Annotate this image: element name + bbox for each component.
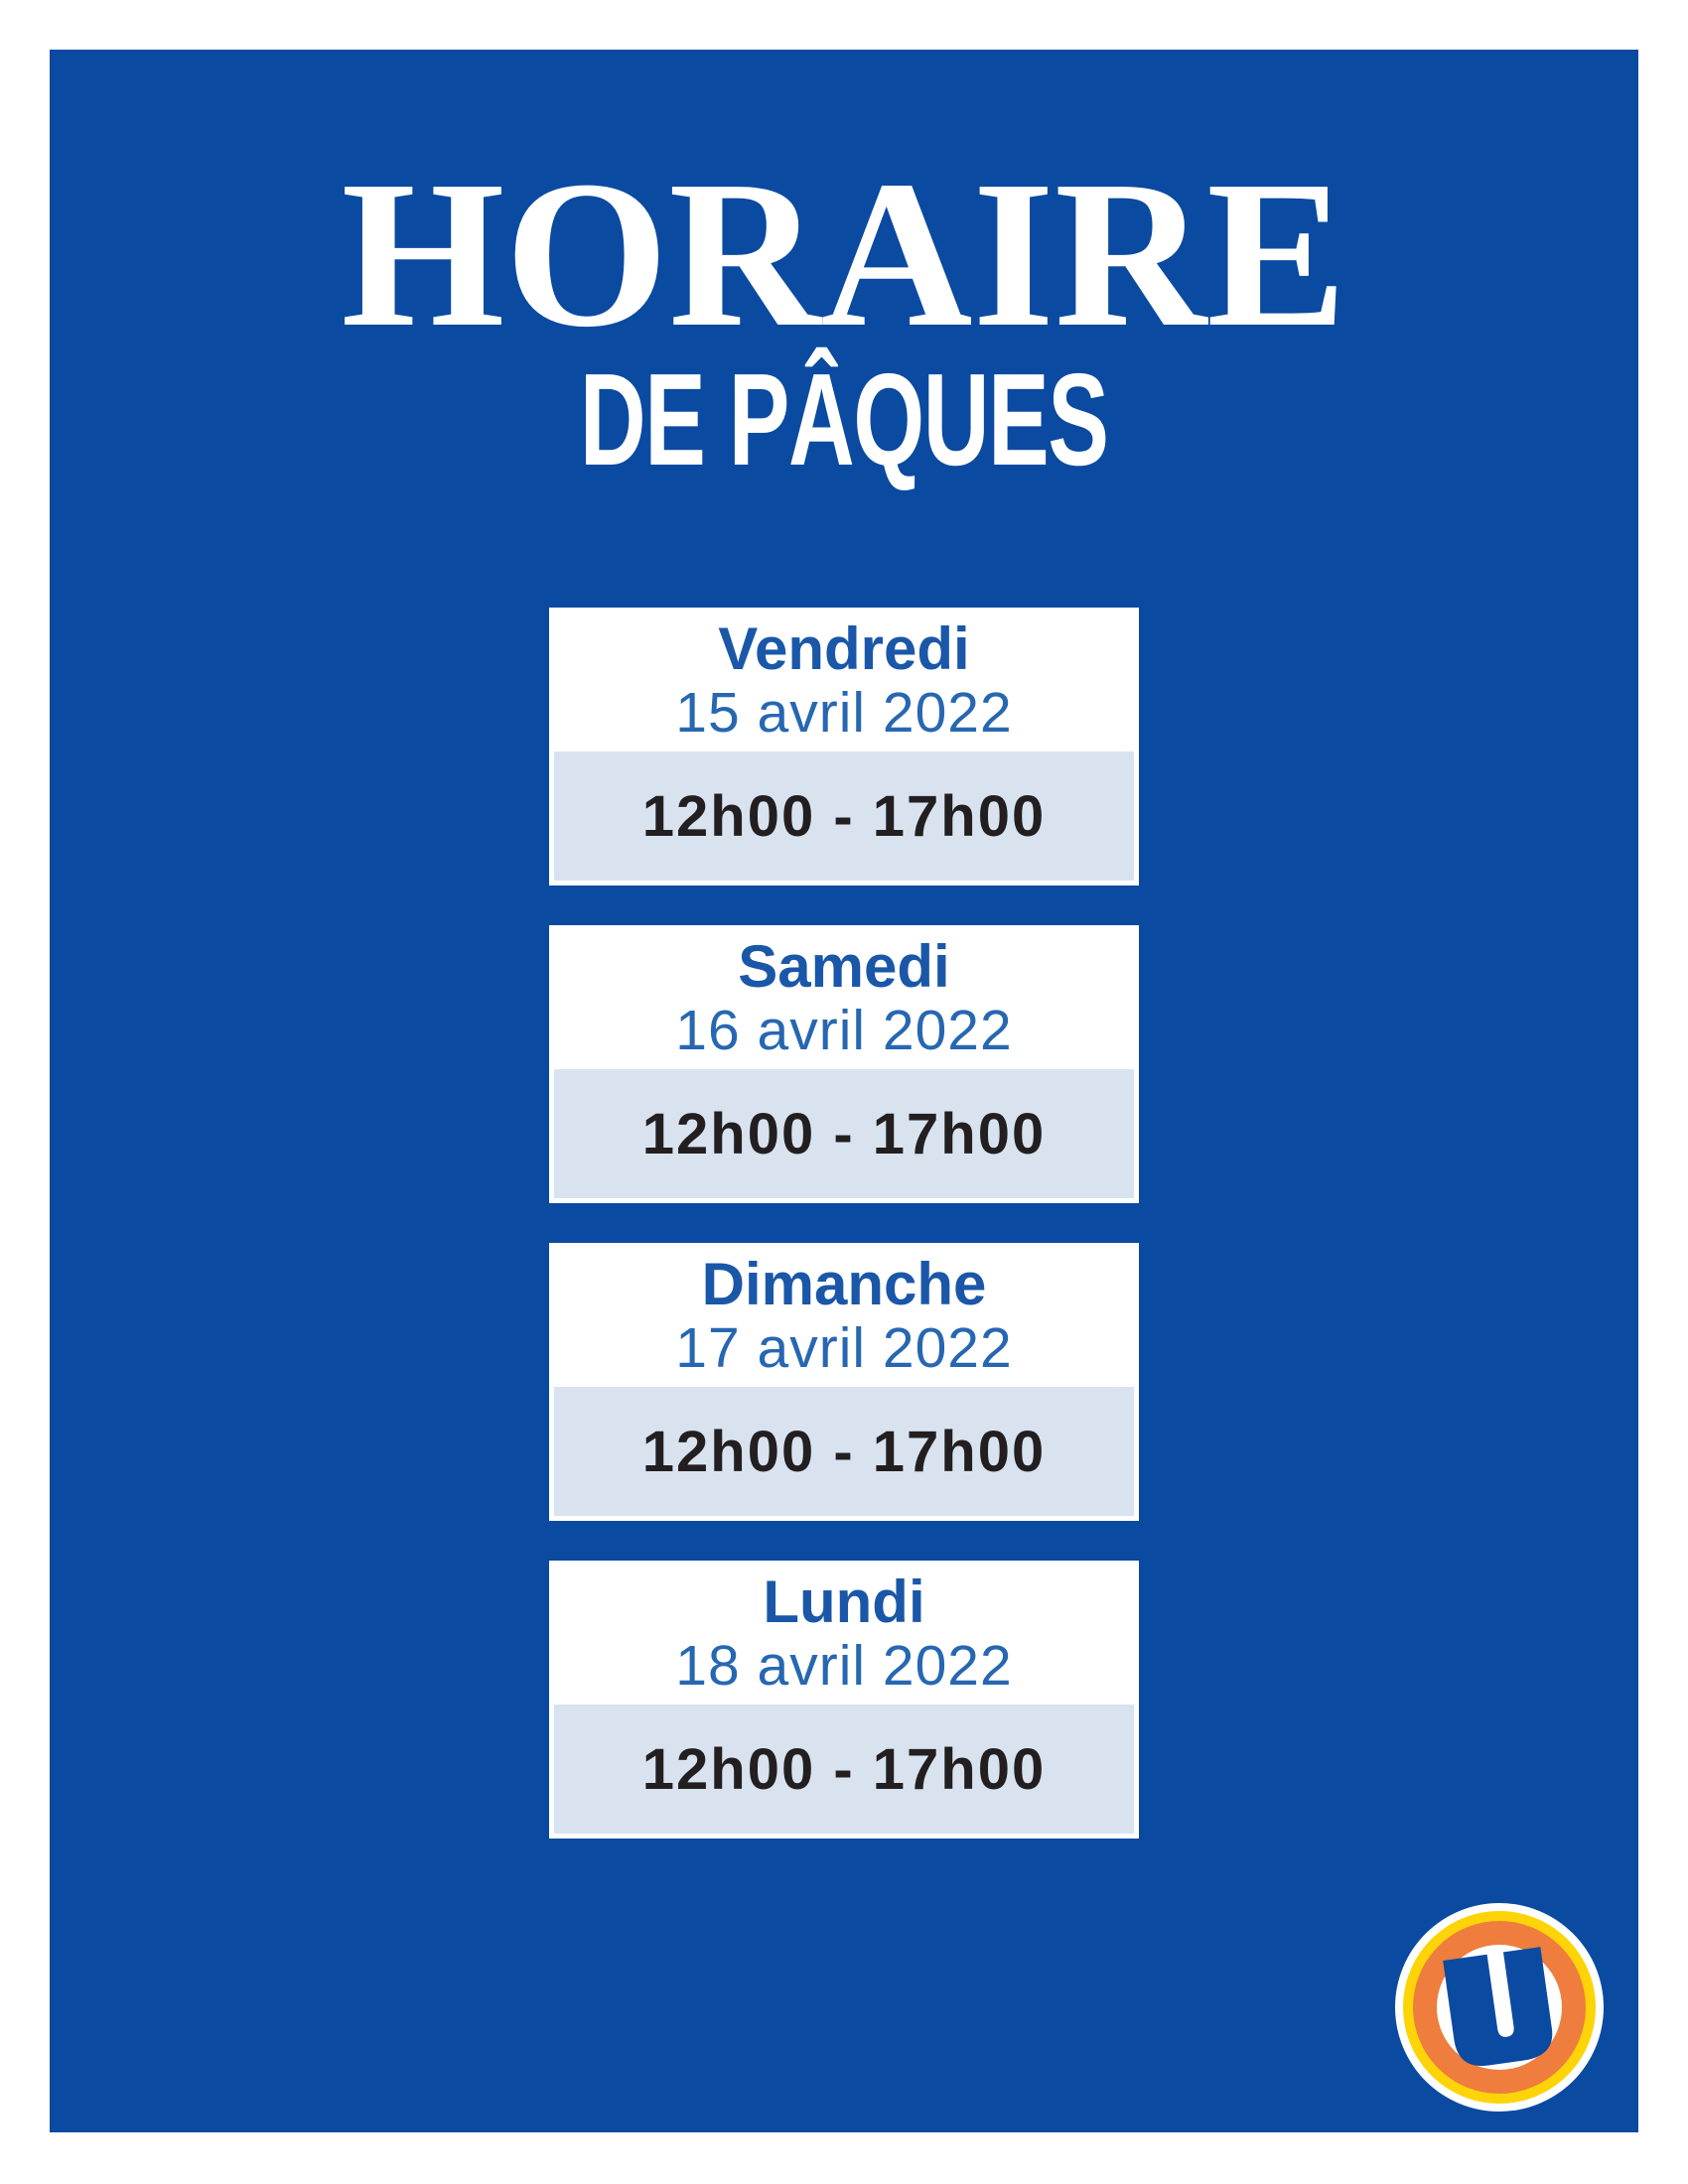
day-label: Dimanche (701, 1251, 987, 1317)
blue-panel: HORAIRE DE PÂQUES Vendredi 15 avril 2022… (50, 50, 1638, 2132)
schedule-card: Lundi 18 avril 2022 12h00 - 17h00 (549, 1561, 1139, 1839)
poster-title: HORAIRE (341, 137, 1347, 370)
schedule-card: Samedi 16 avril 2022 12h00 - 17h00 (549, 925, 1139, 1203)
day-label: Vendredi (718, 615, 970, 682)
logo-u-letter (1443, 1947, 1553, 2067)
hours-label: 12h00 - 17h00 (641, 1101, 1047, 1166)
card-day-section: Samedi 16 avril 2022 (549, 925, 1139, 1069)
u-brand-logo-icon (1395, 1903, 1604, 2112)
card-day-section: Dimanche 17 avril 2022 (549, 1243, 1139, 1387)
date-label: 18 avril 2022 (675, 1634, 1013, 1698)
card-hours-section: 12h00 - 17h00 (554, 1387, 1134, 1516)
schedule-list: Vendredi 15 avril 2022 12h00 - 17h00 Sam… (549, 608, 1139, 1839)
hours-label: 12h00 - 17h00 (641, 1419, 1047, 1484)
card-day-section: Lundi 18 avril 2022 (549, 1561, 1139, 1705)
card-hours-section: 12h00 - 17h00 (554, 1705, 1134, 1834)
card-day-section: Vendredi 15 avril 2022 (549, 608, 1139, 751)
hours-label: 12h00 - 17h00 (641, 1736, 1047, 1802)
hours-label: 12h00 - 17h00 (641, 783, 1047, 849)
schedule-card: Vendredi 15 avril 2022 12h00 - 17h00 (549, 608, 1139, 886)
day-label: Samedi (738, 933, 950, 1000)
date-label: 15 avril 2022 (675, 681, 1013, 745)
schedule-card: Dimanche 17 avril 2022 12h00 - 17h00 (549, 1243, 1139, 1521)
date-label: 17 avril 2022 (675, 1316, 1013, 1380)
date-label: 16 avril 2022 (675, 999, 1013, 1062)
card-hours-section: 12h00 - 17h00 (554, 751, 1134, 881)
card-hours-section: 12h00 - 17h00 (554, 1069, 1134, 1198)
poster-subtitle: DE PÂQUES (50, 354, 1638, 485)
day-label: Lundi (763, 1569, 925, 1635)
poster-subtitle-text: DE PÂQUES (580, 346, 1109, 492)
